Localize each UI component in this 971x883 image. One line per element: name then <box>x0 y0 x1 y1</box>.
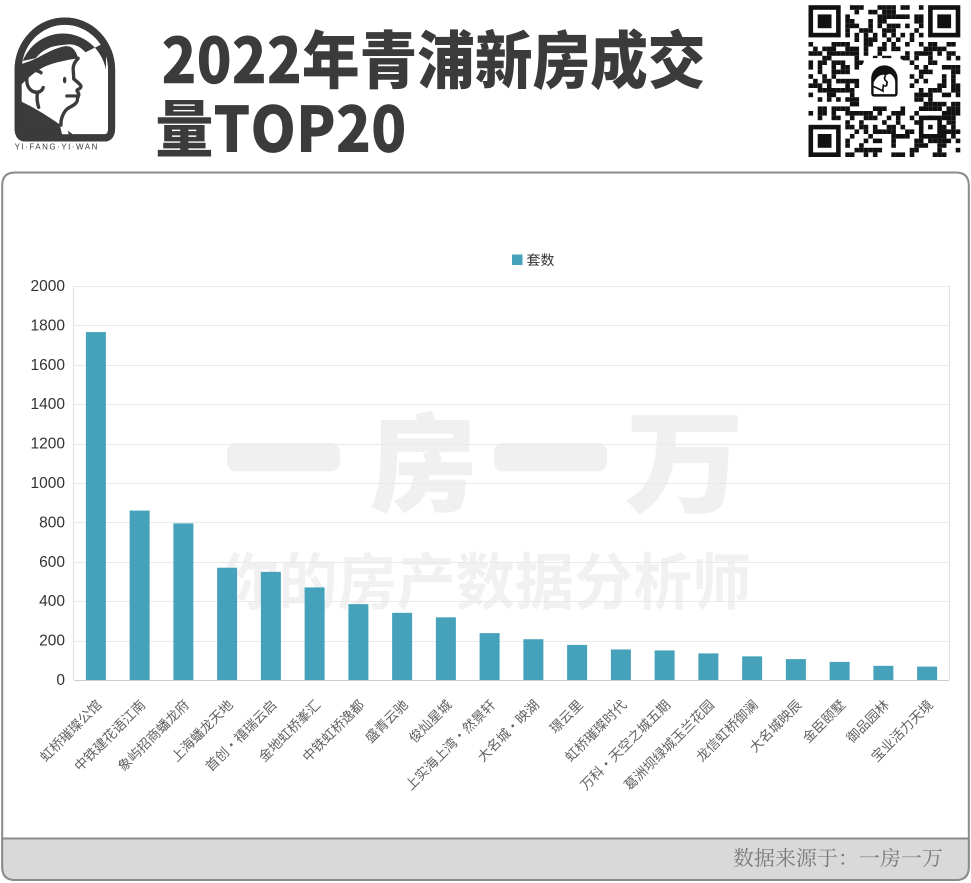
svg-text:200: 200 <box>39 633 65 650</box>
svg-text:400: 400 <box>39 593 65 610</box>
svg-text:1200: 1200 <box>31 436 66 453</box>
svg-text:1600: 1600 <box>31 357 66 374</box>
svg-text:0: 0 <box>56 672 65 689</box>
svg-text:1400: 1400 <box>31 396 66 413</box>
svg-text:1000: 1000 <box>31 475 66 492</box>
svg-text:YI·FANG·YI·WAN: YI·FANG·YI·WAN <box>15 143 99 152</box>
svg-text:600: 600 <box>39 554 65 571</box>
svg-text:1800: 1800 <box>31 317 66 334</box>
svg-text:800: 800 <box>39 514 65 531</box>
svg-text:2000: 2000 <box>31 278 66 295</box>
